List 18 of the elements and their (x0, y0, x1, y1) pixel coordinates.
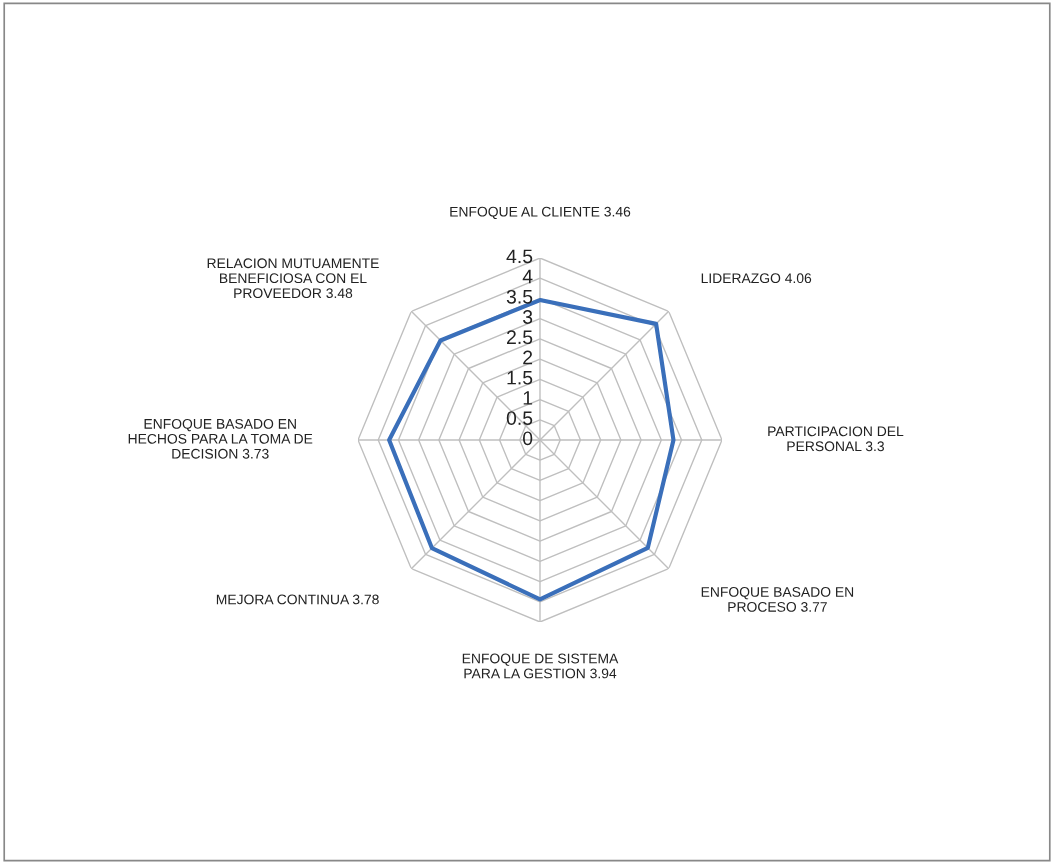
y-tick-label: 1 (523, 391, 533, 405)
y-tick-label: 2.5 (507, 330, 533, 345)
y-tick-label: 3.5 (506, 289, 533, 304)
spoke-label: LIDERAZGO 4.06 (701, 273, 812, 284)
spoke-label: RELACION MUTUAMENTE BENEFICIOSA CON EL PROVEEDOR 3.48 (207, 258, 379, 299)
spoke-label: ENFOQUE DE SISTEMA PARA LA GESTION 3.94 (462, 653, 619, 679)
spoke-label: ENFOQUE BASADO EN HECHOS PARA LA TOMA DE DECISION 3.73 (128, 418, 313, 459)
y-tick-label: 3 (522, 310, 533, 324)
y-tick-label: 4 (522, 269, 533, 284)
spoke-label: ENFOQUE BASADO EN PROCESO 3.77 (701, 587, 854, 612)
y-tick-label: 0.5 (506, 411, 533, 425)
spoke-label: MEJORA CONTINUA 3.78 (216, 594, 379, 605)
y-tick-label: 4.5 (506, 249, 533, 264)
y-tick-label: 2 (523, 350, 533, 365)
y-tick-label: 0 (523, 431, 533, 446)
spoke-label: ENFOQUE AL CLIENTE 3.46 (450, 206, 631, 220)
y-tick-label: 1.5 (507, 370, 533, 385)
spoke-label: PARTICIPACION DEL PERSONAL 3.3 (768, 426, 904, 452)
